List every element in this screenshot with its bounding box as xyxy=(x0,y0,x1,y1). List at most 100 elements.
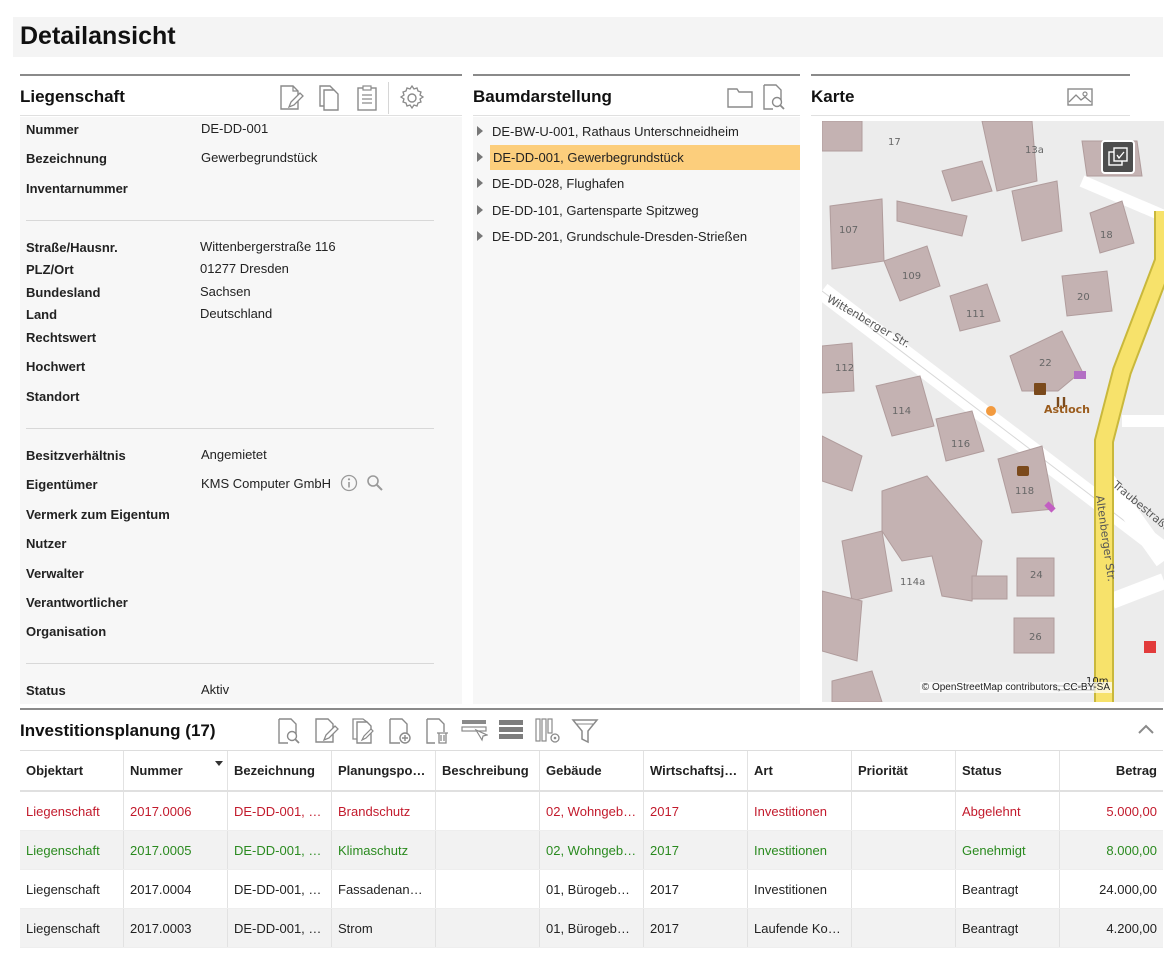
filter-icon[interactable] xyxy=(570,716,600,746)
column-header-objektart[interactable]: Objektart xyxy=(26,763,84,778)
field-value-eigentuemer: KMS Computer GmbH xyxy=(201,476,332,491)
table-cell-gebaeude: 02, Wohngebäude xyxy=(539,831,643,869)
house-number: 114 xyxy=(892,406,911,417)
copy-edit-icon[interactable] xyxy=(348,716,378,746)
edit-document-icon[interactable] xyxy=(311,716,341,746)
house-number: 116 xyxy=(951,439,970,450)
investition-table: Objektart Nummer Bezeichnung Planungspos… xyxy=(20,750,1163,948)
field-value-bezeichnung: Gewerbegrundstück xyxy=(201,150,318,165)
table-cell-objektart: Liegenschaft xyxy=(26,842,100,858)
column-header-prioritaet[interactable]: Priorität xyxy=(851,751,955,790)
house-number: 111 xyxy=(966,309,985,320)
search-icon[interactable] xyxy=(366,474,384,492)
field-label-plz-ort: PLZ/Ort xyxy=(26,262,74,277)
copy-icon[interactable] xyxy=(314,83,344,113)
liegenschaft-title: Liegenschaft xyxy=(20,87,125,106)
field-label-status: Status xyxy=(26,683,66,698)
house-number: 109 xyxy=(902,271,921,282)
table-cell-art: Laufende Kosten xyxy=(747,909,851,947)
table-cell-objektart: Liegenschaft xyxy=(26,920,100,936)
folder-icon[interactable] xyxy=(725,82,755,112)
tree-item-selected[interactable]: DE-DD-001, Gewerbegrundstück xyxy=(473,144,800,170)
table-cell-bezeichnung: DE-DD-001, Gewerbegrundstück xyxy=(227,831,331,869)
tree-item[interactable]: DE-DD-201, Grundschule-Dresden-Strießen xyxy=(473,223,800,249)
tree-item-label: DE-BW-U-001, Rathaus Unterschneidheim xyxy=(492,124,739,139)
tree-expand-icon[interactable] xyxy=(477,178,483,188)
field-label-hochwert: Hochwert xyxy=(26,359,86,374)
add-document-icon[interactable] xyxy=(385,716,415,746)
table-cell-wirtschaftsjahr: 2017 xyxy=(643,870,747,908)
gear-icon[interactable] xyxy=(397,83,427,113)
table-cell-beschreibung xyxy=(435,792,539,830)
delete-document-icon[interactable] xyxy=(422,716,452,746)
section-divider xyxy=(26,663,434,664)
layer-switcher-icon[interactable] xyxy=(1101,140,1135,174)
karte-title: Karte xyxy=(811,87,855,106)
table-cell-betrag: 24.000,00 xyxy=(1059,870,1163,908)
tree-item[interactable]: DE-DD-028, Flughafen xyxy=(473,170,800,196)
column-header-status[interactable]: Status xyxy=(955,751,1059,790)
column-header-wirtschaftsjahr[interactable]: Wirtschaftsjahr xyxy=(643,751,747,790)
column-header-betrag[interactable]: Betrag xyxy=(1059,751,1163,790)
tree-item[interactable]: DE-DD-101, Gartensparte Spitzweg xyxy=(473,197,800,223)
clipboard-icon[interactable] xyxy=(352,83,382,113)
field-label-nummer: Nummer xyxy=(26,122,79,137)
map-image-icon[interactable] xyxy=(1065,82,1095,112)
liegenschaft-details: Nummer DE-DD-001 Bezeichnung Gewerbegrun… xyxy=(20,117,462,704)
field-value-strasse: Wittenbergerstraße 116 xyxy=(200,239,336,254)
edit-document-icon[interactable] xyxy=(276,83,306,113)
column-header-planungsposition[interactable]: Planungspos... xyxy=(331,751,435,790)
tree-item[interactable]: DE-BW-U-001, Rathaus Unterschneidheim xyxy=(473,118,800,144)
field-label-rechtswert: Rechtswert xyxy=(26,330,97,345)
column-header-bezeichnung[interactable]: Bezeichnung xyxy=(227,751,331,790)
field-label-eigentuemer: Eigentümer xyxy=(26,477,98,492)
table-header-row: Objektart Nummer Bezeichnung Planungspos… xyxy=(20,750,1163,792)
tree-expand-icon[interactable] xyxy=(477,152,483,162)
house-number: 112 xyxy=(835,363,854,374)
column-header-beschreibung[interactable]: Beschreibung xyxy=(435,751,539,790)
house-number-labels: 17 13a 18 107 109 20 111 22 112 114 116 … xyxy=(835,137,1113,643)
column-header-art[interactable]: Art xyxy=(747,751,851,790)
field-label-bezeichnung: Bezeichnung xyxy=(26,151,107,166)
toolbar-separator xyxy=(388,82,389,114)
field-label-inventarnummer: Inventarnummer xyxy=(26,181,128,196)
table-cell-nummer: 2017.0006 xyxy=(123,792,227,830)
table-cell-art: Investitionen xyxy=(747,831,851,869)
field-value-land: Deutschland xyxy=(200,306,273,321)
table-cell-status: Genehmigt xyxy=(955,831,1059,869)
karte-panel-header: Karte xyxy=(811,74,1130,116)
table-cell-art: Investitionen xyxy=(747,792,851,830)
column-header-nummer[interactable]: Nummer xyxy=(123,751,227,790)
map-view[interactable]: 17 13a 18 107 109 20 111 22 112 114 116 … xyxy=(822,121,1164,702)
field-value-nummer: DE-DD-001 xyxy=(201,121,269,136)
table-cell-planungsposition: Strom xyxy=(331,909,435,947)
table-cell-status: Beantragt xyxy=(955,870,1059,908)
view-document-icon[interactable] xyxy=(274,716,304,746)
table-cell-planungsposition: Brandschutz xyxy=(331,792,435,830)
collapse-chevron-icon[interactable] xyxy=(1137,722,1155,736)
search-document-icon[interactable] xyxy=(759,82,789,112)
column-header-gebaeude[interactable]: Gebäude xyxy=(539,751,643,790)
map-canvas[interactable]: 17 13a 18 107 109 20 111 22 112 114 116 … xyxy=(822,121,1164,702)
info-icon[interactable] xyxy=(340,474,358,492)
tree-item-label: DE-DD-201, Grundschule-Dresden-Strießen xyxy=(492,229,748,244)
table-cell-nummer: 2017.0003 xyxy=(123,909,227,947)
tree-expand-icon[interactable] xyxy=(477,231,483,241)
investition-panel-header: Investitionsplanung (17) xyxy=(20,708,1163,750)
rows-icon[interactable] xyxy=(496,716,526,746)
section-divider xyxy=(26,220,434,221)
column-settings-icon[interactable] xyxy=(533,716,563,746)
tree-item-label: DE-DD-001, Gewerbegrundstück xyxy=(490,145,800,170)
select-rows-icon[interactable] xyxy=(459,716,489,746)
table-cell-beschreibung xyxy=(435,870,539,908)
house-number: 24 xyxy=(1030,570,1043,581)
map-attribution[interactable]: © OpenStreetMap contributors, CC-BY-SA xyxy=(919,682,1112,693)
tree-expand-icon[interactable] xyxy=(477,126,483,136)
field-value-besitzverhaeltnis: Angemietet xyxy=(201,447,267,462)
tree-expand-icon[interactable] xyxy=(477,205,483,215)
